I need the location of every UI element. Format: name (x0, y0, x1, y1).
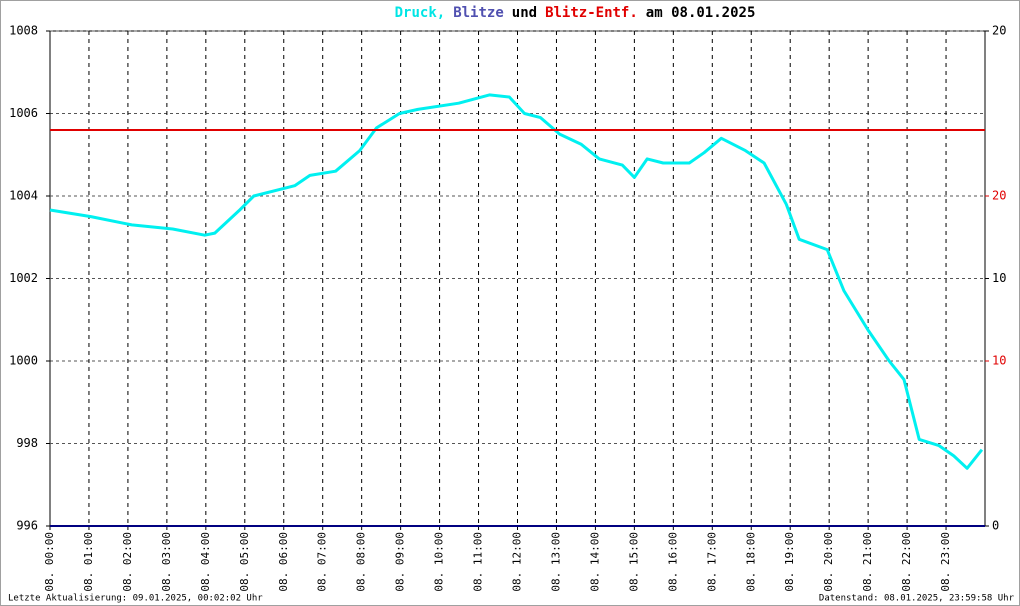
chart-title: Druck, Blitze und Blitz-Entf. am 08.01.2025 (395, 5, 756, 21)
y-tick-label: 1000 (9, 354, 38, 368)
title-part: Blitz-Entf. (545, 5, 638, 21)
x-tick-label: 08. 10:00 (433, 532, 446, 592)
y-tick-label: 996 (16, 519, 38, 533)
x-tick-label: 08. 11:00 (472, 532, 485, 592)
x-tick-label: 08. 18:00 (744, 532, 757, 592)
x-tick-label: 08. 21:00 (861, 532, 874, 592)
y2-tick-label: 10 (992, 271, 1006, 285)
title-part: und (512, 5, 537, 21)
x-tick-label: 08. 22:00 (900, 532, 913, 592)
x-tick-label: 08. 15:00 (627, 532, 640, 592)
y-tick-label: 1004 (9, 189, 38, 203)
x-tick-label: 08. 12:00 (511, 532, 524, 592)
y2-tick-label: 0 (992, 519, 999, 533)
title-part: Druck, (395, 5, 446, 21)
y-tick-label: 998 (16, 436, 38, 450)
x-tick-label: 08. 02:00 (121, 532, 134, 592)
y2-tick-label: 20 (992, 24, 1006, 38)
x-tick-label: 08. 23:00 (939, 532, 952, 592)
x-tick-label: 08. 14:00 (588, 532, 601, 592)
y3-tick-label: 20 (992, 189, 1006, 203)
x-tick-label: 08. 08:00 (355, 532, 368, 592)
y-tick-label: 1006 (9, 106, 38, 120)
x-tick-label: 08. 04:00 (199, 532, 212, 592)
x-tick-label: 08. 03:00 (160, 532, 173, 592)
x-tick-label: 08. 05:00 (238, 532, 251, 592)
x-tick-label: 08. 09:00 (394, 532, 407, 592)
series-line (49, 93, 984, 470)
y3-tick-label: 10 (992, 354, 1006, 368)
x-tick-label: 08. 00:00 (43, 532, 56, 592)
x-tick-label: 08. 16:00 (666, 532, 679, 592)
footer-right: Datenstand: 08.01.2025, 23:59:58 Uhr (819, 594, 1015, 604)
y-tick-label: 1008 (9, 24, 38, 38)
title-part: am 08.01.2025 (646, 5, 756, 21)
x-tick-label: 08. 19:00 (783, 532, 796, 592)
x-tick-label: 08. 06:00 (277, 532, 290, 592)
x-tick-label: 08. 13:00 (549, 532, 562, 592)
title-part: Blitze (453, 5, 504, 21)
x-tick-label: 08. 20:00 (822, 532, 835, 592)
x-tick-label: 08. 17:00 (705, 532, 718, 592)
x-tick-label: 08. 01:00 (82, 532, 95, 592)
y-tick-label: 1002 (9, 271, 38, 285)
footer-left: Letzte Aktualisierung: 09.01.2025, 00:02… (8, 594, 263, 604)
x-tick-label: 08. 07:00 (316, 532, 329, 592)
